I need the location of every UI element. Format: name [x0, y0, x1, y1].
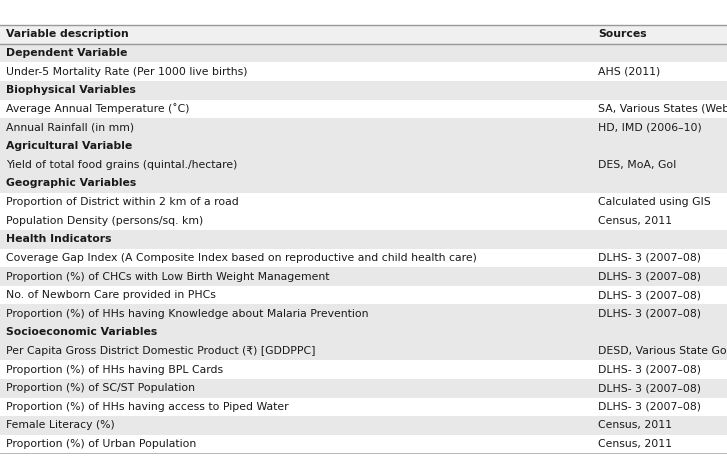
Text: Annual Rainfall (in mm): Annual Rainfall (in mm) [6, 123, 134, 133]
Bar [0, 212, 727, 230]
Text: Calculated using GIS: Calculated using GIS [598, 197, 711, 207]
Text: Census, 2011: Census, 2011 [598, 216, 672, 226]
Bar [0, 174, 727, 193]
Text: Under-5 Mortality Rate (Per 1000 live births): Under-5 Mortality Rate (Per 1000 live bi… [6, 67, 247, 77]
Text: Socioeconomic Variables: Socioeconomic Variables [6, 327, 157, 338]
Bar [0, 100, 727, 118]
Text: Population Density (persons/sq. km): Population Density (persons/sq. km) [6, 216, 203, 226]
Bar [0, 360, 727, 379]
Bar [0, 44, 727, 62]
Bar [0, 305, 727, 323]
Bar [0, 193, 727, 212]
Text: AHS (2011): AHS (2011) [598, 67, 661, 77]
Bar [0, 286, 727, 305]
Text: Health Indicators: Health Indicators [6, 234, 111, 244]
Bar [0, 267, 727, 286]
Text: Average Annual Temperature (˚C): Average Annual Temperature (˚C) [6, 104, 189, 114]
Bar [0, 156, 727, 174]
Text: Census, 2011: Census, 2011 [598, 439, 672, 449]
Bar [0, 81, 727, 100]
Bar [0, 342, 727, 360]
Text: DLHS- 3 (2007–08): DLHS- 3 (2007–08) [598, 383, 702, 393]
Text: Female Literacy (%): Female Literacy (%) [6, 420, 115, 431]
Bar [0, 249, 727, 267]
Text: Coverage Gap Index (A Composite Index based on reproductive and child health car: Coverage Gap Index (A Composite Index ba… [6, 253, 477, 263]
Text: DLHS- 3 (2007–08): DLHS- 3 (2007–08) [598, 365, 702, 375]
Text: Proportion (%) of SC/ST Population: Proportion (%) of SC/ST Population [6, 383, 195, 393]
Text: Agricultural Variable: Agricultural Variable [6, 141, 132, 151]
Text: Biophysical Variables: Biophysical Variables [6, 85, 136, 95]
Bar [0, 118, 727, 137]
Text: DLHS- 3 (2007–08): DLHS- 3 (2007–08) [598, 290, 702, 300]
Text: Dependent Variable: Dependent Variable [6, 48, 127, 58]
Text: DESD, Various State Governments: DESD, Various State Governments [598, 346, 727, 356]
Text: Proportion (%) of CHCs with Low Birth Weight Management: Proportion (%) of CHCs with Low Birth We… [6, 272, 329, 282]
Text: Proportion of District within 2 km of a road: Proportion of District within 2 km of a … [6, 197, 238, 207]
Text: Variable description: Variable description [6, 29, 129, 39]
Text: DLHS- 3 (2007–08): DLHS- 3 (2007–08) [598, 402, 702, 412]
Text: Yield of total food grains (quintal./hectare): Yield of total food grains (quintal./hec… [6, 160, 237, 170]
Bar [0, 230, 727, 249]
Text: Per Capita Gross District Domestic Product (₹) [GDDPPC]: Per Capita Gross District Domestic Produ… [6, 346, 316, 356]
Text: Census, 2011: Census, 2011 [598, 420, 672, 431]
Bar [0, 137, 727, 156]
Bar [0, 323, 727, 342]
Text: DLHS- 3 (2007–08): DLHS- 3 (2007–08) [598, 309, 702, 319]
Text: DLHS- 3 (2007–08): DLHS- 3 (2007–08) [598, 253, 702, 263]
Bar [0, 398, 727, 416]
Text: Proportion (%) of HHs having Knowledge about Malaria Prevention: Proportion (%) of HHs having Knowledge a… [6, 309, 369, 319]
Text: Geographic Variables: Geographic Variables [6, 179, 136, 188]
Text: DLHS- 3 (2007–08): DLHS- 3 (2007–08) [598, 272, 702, 282]
Bar [0, 25, 727, 44]
Text: HD, IMD (2006–10): HD, IMD (2006–10) [598, 123, 702, 133]
Text: No. of Newborn Care provided in PHCs: No. of Newborn Care provided in PHCs [6, 290, 216, 300]
Text: SA, Various States (Web Services): SA, Various States (Web Services) [598, 104, 727, 114]
Bar [0, 62, 727, 81]
Bar [0, 435, 727, 453]
Text: Proportion (%) of HHs having access to Piped Water: Proportion (%) of HHs having access to P… [6, 402, 289, 412]
Text: Sources: Sources [598, 29, 647, 39]
Text: DES, MoA, GoI: DES, MoA, GoI [598, 160, 677, 170]
Bar [0, 379, 727, 398]
Bar [0, 416, 727, 435]
Text: Proportion (%) of HHs having BPL Cards: Proportion (%) of HHs having BPL Cards [6, 365, 223, 375]
Text: Proportion (%) of Urban Population: Proportion (%) of Urban Population [6, 439, 196, 449]
